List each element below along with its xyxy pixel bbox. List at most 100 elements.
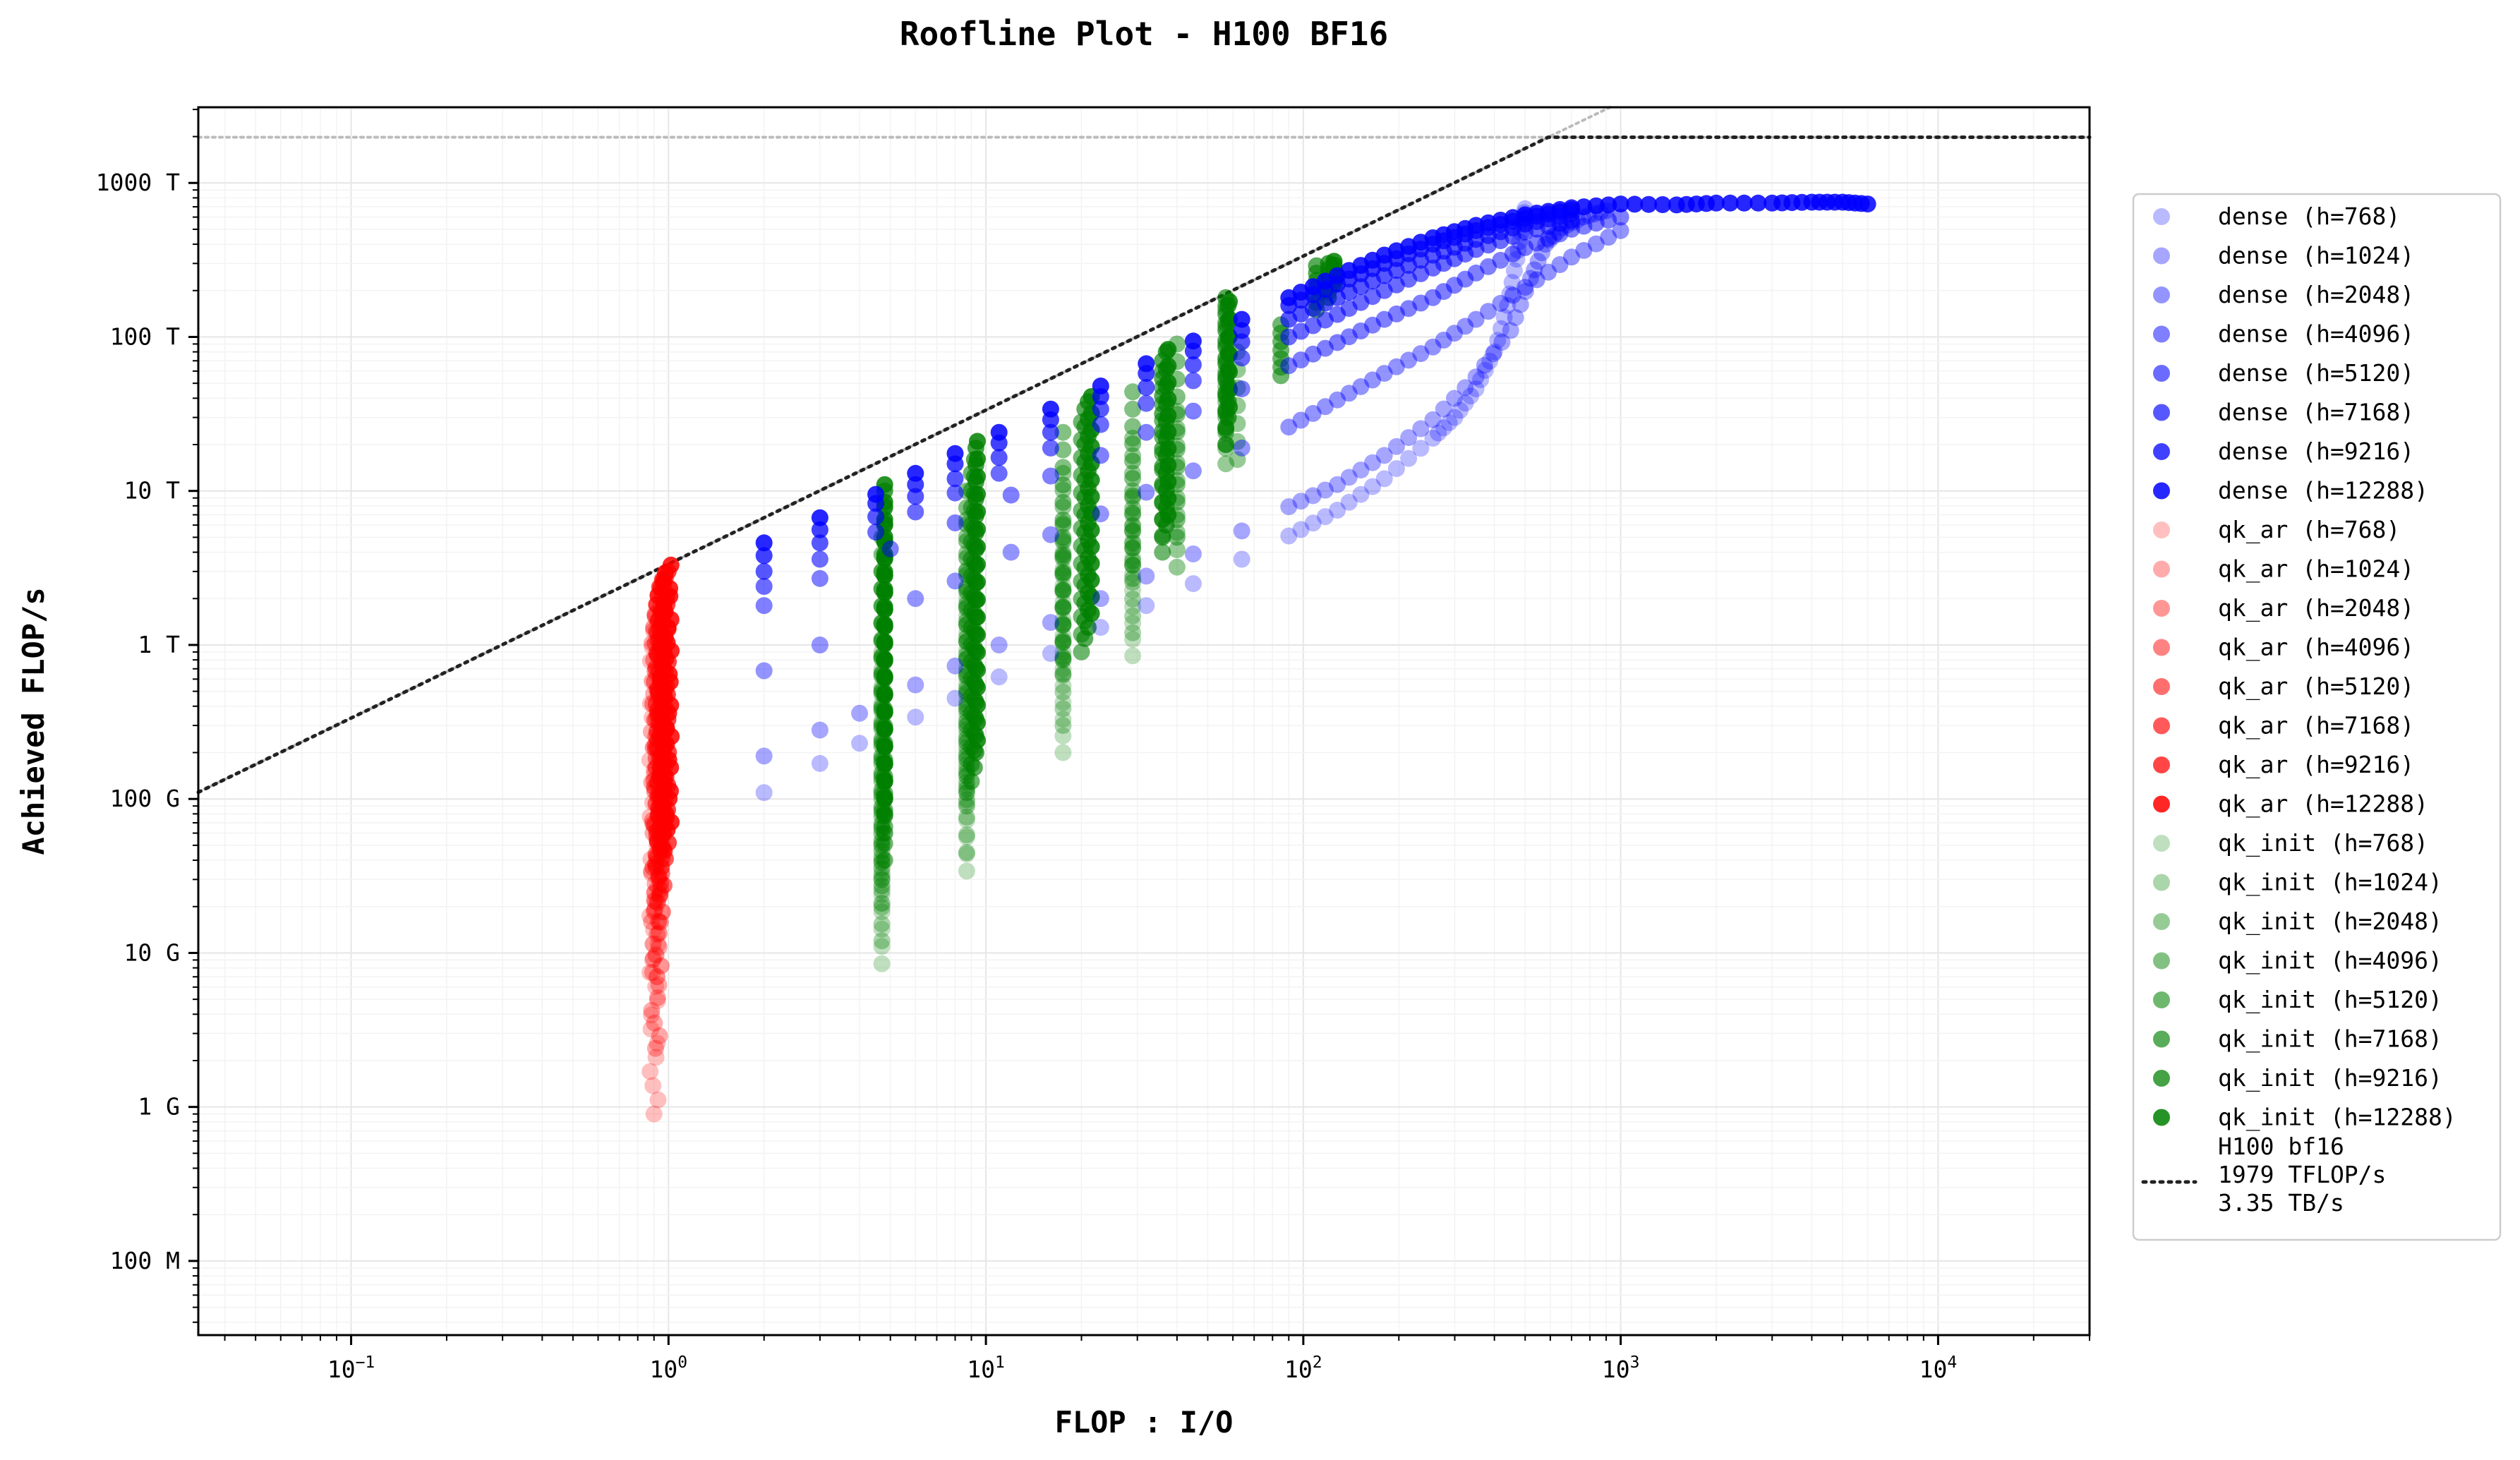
data-point [876,773,893,790]
data-point [1316,508,1334,526]
data-point [1138,423,1155,441]
data-point [1054,651,1072,669]
data-point [1124,470,1142,487]
data-point [1501,285,1519,303]
legend-marker [2153,639,2170,656]
data-point [650,912,668,930]
data-point [811,521,828,538]
data-point [1352,461,1370,479]
data-point [1124,505,1142,522]
data-point [1002,486,1020,504]
legend-label: dense (h=12288) [2218,477,2428,505]
data-point [1054,514,1072,532]
data-point [1424,411,1442,428]
data-point [1138,355,1155,373]
data-point [1575,198,1593,216]
data-point [1054,634,1072,651]
data-point [867,485,885,503]
data-point [649,936,667,953]
data-point [1054,529,1072,546]
data-point [651,913,669,931]
data-point [1159,457,1177,474]
data-point [990,668,1008,686]
legend-roofline-label: H100 bf16 [2218,1133,2344,1160]
data-point [990,464,1008,482]
data-point [1476,356,1493,374]
data-point [1083,538,1100,555]
data-point [645,921,663,939]
y-tick-label: 100 G [110,785,180,812]
data-point [1124,435,1142,452]
data-point [1054,700,1072,718]
data-point [873,920,891,938]
data-point [969,521,986,538]
data-point [1440,414,1458,431]
data-point [1280,418,1298,436]
data-point [1138,379,1155,396]
data-point [1502,322,1519,339]
data-point [873,881,891,899]
data-point [907,464,924,482]
data-point [1400,429,1418,447]
data-point [755,562,773,580]
data-point [1083,521,1100,539]
data-point [650,939,668,956]
data-point [1654,196,1671,213]
data-point [1495,308,1513,326]
data-point [1233,439,1250,457]
data-point [645,1105,663,1123]
data-point [1217,455,1235,473]
data-point [1304,514,1322,532]
data-point [1504,286,1521,304]
legend-label: qk_init (h=7168) [2218,1025,2442,1054]
data-point [876,615,893,633]
data-point [1292,493,1310,510]
data-point [1124,556,1142,574]
data-point [1124,581,1142,599]
data-point [1352,378,1370,395]
data-point [1221,363,1238,380]
legend-label: dense (h=768) [2218,203,2400,230]
data-point [1092,590,1109,608]
data-point [958,862,975,880]
data-point [1124,553,1142,569]
data-point [1054,550,1072,567]
data-point [1124,452,1142,470]
data-point [1512,296,1529,313]
data-point [1054,565,1072,582]
data-point [873,955,891,972]
legend-label: dense (h=5120) [2218,359,2414,387]
data-point [1563,199,1580,217]
data-point [811,509,828,526]
y-tick-label: 100 M [110,1247,180,1274]
data-point [963,773,980,790]
data-point [1092,505,1109,523]
y-tick-label: 10 G [124,939,180,966]
data-point [1184,372,1202,390]
data-point [1042,439,1059,457]
data-point [1054,517,1072,534]
y-axis: 100 M 1 G 10 G 100 G 1 T 10 T 100 T 1000 T [96,109,198,1323]
data-point [643,1006,661,1024]
data-point [1540,263,1557,281]
data-point [1124,598,1142,615]
data-point [1528,271,1545,289]
data-point [1042,423,1059,441]
legend-marker [2153,1070,2170,1087]
data-point [1054,660,1072,678]
data-point [1233,550,1250,568]
data-point [1054,459,1072,476]
data-point [1489,332,1507,349]
legend-label: qk_init (h=5120) [2218,986,2442,1014]
data-point [1424,338,1442,356]
data-point [1424,430,1442,447]
legend-marker [2153,1109,2170,1126]
legend-marker [2153,795,2170,813]
data-point [1316,481,1334,499]
data-point [1124,521,1142,539]
data-point [1054,648,1072,666]
data-point [1168,529,1186,546]
data-point [876,805,893,823]
data-point [652,957,670,975]
data-point [1054,598,1072,616]
